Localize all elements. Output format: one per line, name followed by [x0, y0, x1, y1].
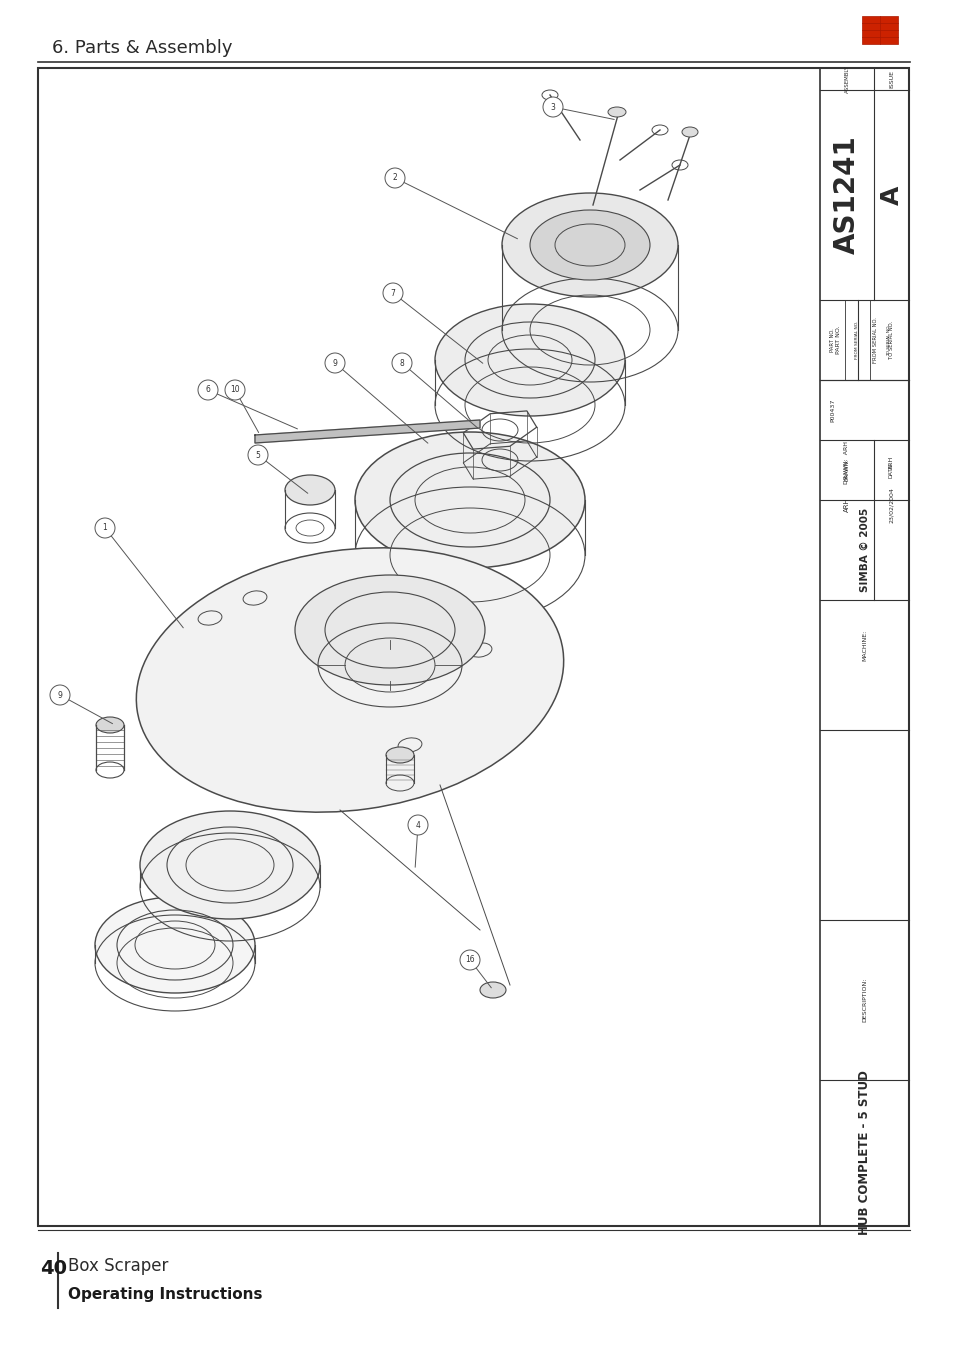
Ellipse shape: [96, 717, 124, 734]
Text: 9: 9: [57, 690, 62, 700]
Ellipse shape: [136, 549, 563, 812]
Text: A: A: [879, 185, 902, 205]
Text: 6: 6: [205, 385, 211, 394]
Text: AS1241: AS1241: [832, 135, 861, 254]
Text: ARH: ARH: [888, 455, 893, 469]
Circle shape: [385, 168, 405, 188]
Text: DATE:: DATE:: [888, 462, 893, 478]
Text: FROM SERIAL NO.: FROM SERIAL NO.: [855, 320, 859, 359]
Ellipse shape: [355, 432, 584, 567]
Text: 2: 2: [393, 173, 397, 182]
Text: 8: 8: [399, 358, 404, 367]
Text: 3: 3: [550, 103, 555, 112]
Text: 10: 10: [230, 385, 239, 394]
Text: MACHINE:: MACHINE:: [862, 630, 866, 661]
Ellipse shape: [386, 747, 414, 763]
Ellipse shape: [479, 982, 505, 998]
Circle shape: [392, 353, 412, 373]
Ellipse shape: [607, 107, 625, 118]
Text: Box Scraper: Box Scraper: [68, 1256, 168, 1275]
Text: 16: 16: [465, 955, 475, 965]
Ellipse shape: [501, 193, 678, 297]
Ellipse shape: [285, 476, 335, 505]
Bar: [862, 16, 897, 45]
Text: 9: 9: [333, 358, 337, 367]
Polygon shape: [254, 420, 479, 443]
Text: ISSUE: ISSUE: [888, 70, 893, 88]
Text: SIMBA © 2005: SIMBA © 2005: [859, 508, 868, 592]
Circle shape: [248, 444, 268, 465]
Circle shape: [459, 950, 479, 970]
Text: TO SERIAL NO.: TO SERIAL NO.: [888, 322, 893, 359]
Circle shape: [95, 517, 115, 538]
Circle shape: [225, 380, 245, 400]
Text: DRAWN:  ARH: DRAWN: ARH: [843, 440, 848, 484]
Text: TO SERIAL NO.: TO SERIAL NO.: [886, 324, 890, 355]
Text: DESCRIPTION:: DESCRIPTION:: [862, 978, 866, 1023]
Circle shape: [50, 685, 70, 705]
Text: PART NO.: PART NO.: [836, 326, 841, 354]
Text: FROM SERIAL NO.: FROM SERIAL NO.: [872, 317, 877, 363]
Circle shape: [382, 282, 402, 303]
Ellipse shape: [435, 304, 624, 416]
Text: ARH: ARH: [843, 497, 849, 512]
Text: ASSEMBLY: ASSEMBLY: [843, 65, 848, 93]
Text: 4: 4: [416, 820, 420, 830]
Text: HUB COMPLETE - 5 STUD: HUB COMPLETE - 5 STUD: [857, 1070, 870, 1235]
Text: 7: 7: [390, 289, 395, 297]
Ellipse shape: [681, 127, 698, 136]
Text: DRAWN:: DRAWN:: [843, 458, 848, 481]
Circle shape: [325, 353, 345, 373]
Text: 1: 1: [103, 523, 108, 532]
Text: 5: 5: [255, 450, 260, 459]
Bar: [38, 68, 908, 1225]
Circle shape: [408, 815, 428, 835]
Ellipse shape: [530, 209, 649, 280]
Text: Operating Instructions: Operating Instructions: [68, 1286, 262, 1301]
Ellipse shape: [140, 811, 319, 919]
Ellipse shape: [95, 897, 254, 993]
Text: 23/02/2004: 23/02/2004: [888, 488, 893, 523]
Text: PART NO.: PART NO.: [829, 328, 834, 351]
Text: 40: 40: [40, 1259, 67, 1278]
Text: P00437: P00437: [829, 399, 834, 422]
Ellipse shape: [294, 576, 484, 685]
Circle shape: [542, 97, 562, 118]
Text: 6. Parts & Assembly: 6. Parts & Assembly: [52, 39, 233, 57]
Circle shape: [198, 380, 218, 400]
